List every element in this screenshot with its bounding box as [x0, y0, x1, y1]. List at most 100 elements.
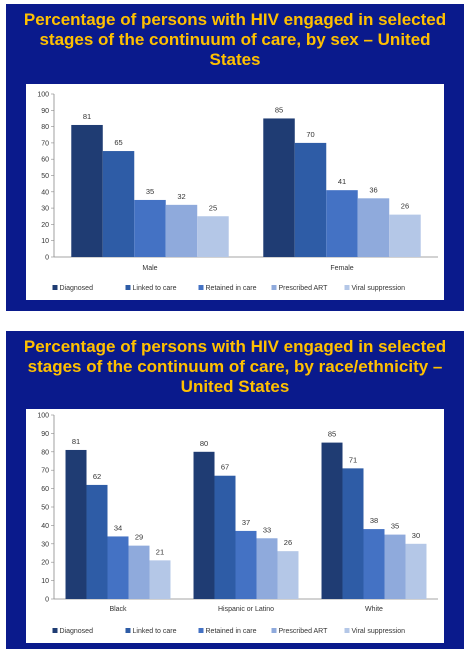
data-label: 34 [114, 523, 122, 532]
data-label: 38 [370, 516, 378, 525]
category-label-female: Female [330, 265, 353, 272]
bar-diagnosed-white [321, 442, 343, 599]
bar-prescribed-art-black [128, 545, 150, 599]
bar-diagnosed-male [71, 124, 103, 257]
y-tick-label: 10 [41, 238, 49, 245]
data-label: 33 [263, 525, 271, 534]
legend-label: Linked to care [133, 285, 177, 292]
data-label: 32 [177, 192, 185, 201]
legend-item-diagnosed: Diagnosed [52, 628, 94, 635]
category-label-hispanic-or-latino: Hispanic or Latino [218, 606, 274, 613]
y-tick-label: 40 [41, 189, 49, 196]
legend-item-linked-to-care: Linked to care [125, 285, 177, 292]
legend-label: Retained in care [206, 628, 257, 635]
bar-prescribed-art-white [384, 534, 406, 599]
bar-retained-in-care-white [363, 529, 385, 599]
legend-item-retained-in-care: Retained in care [198, 285, 257, 292]
data-label: 85 [275, 105, 283, 114]
bar-retained-in-care-hispanic-or-latino [235, 530, 257, 599]
data-label: 26 [284, 538, 292, 547]
bar-viral-suppression-female [389, 214, 421, 257]
slide-race-ethnicity: Percentage of persons with HIV engaged i… [6, 331, 464, 649]
category-label-white: White [365, 606, 383, 613]
bar-retained-in-care-male [134, 199, 166, 257]
data-label: 29 [135, 533, 143, 542]
data-label: 30 [412, 531, 420, 540]
slide-title: Percentage of persons with HIV engaged i… [23, 10, 447, 69]
bar-retained-in-care-female [326, 190, 358, 257]
bar-prescribed-art-female [357, 198, 390, 257]
legend-label: Viral suppression [352, 285, 406, 292]
y-tick-label: 60 [41, 486, 49, 493]
bar-linked-to-care-hispanic-or-latino [214, 475, 236, 599]
data-label: 65 [114, 138, 122, 147]
y-tick-label: 70 [41, 468, 49, 475]
legend-item-prescribed-art: Prescribed ART [271, 628, 329, 635]
y-tick-label: 50 [41, 505, 49, 512]
legend-swatch [125, 628, 131, 633]
legend-label: Diagnosed [60, 628, 94, 635]
bar-viral-suppression-hispanic-or-latino [277, 551, 299, 599]
y-tick-label: 30 [41, 541, 49, 548]
bar-prescribed-art-hispanic-or-latino [256, 538, 278, 599]
data-label: 37 [242, 518, 250, 527]
data-label: 25 [209, 203, 217, 212]
data-label: 85 [328, 430, 336, 439]
slide-sex: Percentage of persons with HIV engaged i… [6, 4, 464, 311]
y-tick-label: 90 [41, 108, 49, 115]
bar-retained-in-care-black [107, 536, 129, 599]
bar-viral-suppression-white [405, 543, 427, 599]
data-label: 21 [156, 547, 164, 556]
y-tick-label: 50 [41, 173, 49, 180]
data-label: 26 [401, 202, 409, 211]
legend-label: Linked to care [133, 628, 177, 635]
legend-item-linked-to-care: Linked to care [125, 628, 177, 635]
data-label: 62 [93, 472, 101, 481]
y-tick-label: 30 [41, 206, 49, 213]
bar-prescribed-art-male [165, 204, 198, 257]
y-tick-label: 20 [41, 222, 49, 229]
data-label: 80 [200, 439, 208, 448]
y-tick-label: 40 [41, 523, 49, 530]
data-label: 35 [146, 187, 154, 196]
data-label: 81 [83, 112, 91, 121]
bar-diagnosed-black [65, 449, 87, 599]
data-label: 81 [72, 437, 80, 446]
y-tick-label: 100 [37, 92, 49, 99]
legend-item-retained-in-care: Retained in care [198, 628, 257, 635]
legend-label: Prescribed ART [279, 285, 329, 292]
legend-swatch [198, 285, 204, 290]
y-tick-label: 0 [45, 597, 49, 604]
legend-swatch [271, 285, 277, 290]
y-tick-label: 20 [41, 560, 49, 567]
legend-swatch [271, 628, 277, 633]
y-tick-label: 80 [41, 124, 49, 131]
legend-label: Retained in care [206, 285, 257, 292]
legend-item-diagnosed: Diagnosed [52, 285, 94, 292]
bar-linked-to-care-black [86, 484, 108, 599]
legend-label: Viral suppression [352, 628, 406, 635]
category-label-male: Male [142, 265, 157, 272]
data-label: 71 [349, 455, 357, 464]
bar-linked-to-care-female [294, 142, 327, 257]
data-label: 41 [338, 177, 346, 186]
chart-by-sex: 0 10 20 30 40 50 60 70 80 90 100 81 65 35 32 25 Male 85 70… [26, 84, 444, 300]
data-label: 36 [369, 185, 377, 194]
legend-swatch [344, 628, 350, 633]
legend-swatch [52, 285, 58, 290]
legend-label: Prescribed ART [279, 628, 329, 635]
legend-swatch [344, 285, 350, 290]
y-tick-label: 80 [41, 449, 49, 456]
bar-diagnosed-hispanic-or-latino [193, 451, 215, 599]
slide-title: Percentage of persons with HIV engaged i… [23, 337, 447, 396]
data-label: 67 [221, 463, 229, 472]
y-tick-label: 0 [45, 255, 49, 262]
legend-label: Diagnosed [60, 285, 94, 292]
data-label: 70 [306, 130, 314, 139]
y-tick-label: 70 [41, 140, 49, 147]
bar-linked-to-care-white [342, 468, 364, 599]
bar-viral-suppression-male [197, 216, 229, 257]
legend-swatch [52, 628, 58, 633]
category-label-black: Black [109, 606, 127, 613]
chart-by-race-ethnicity: 0 10 20 30 40 50 60 70 80 90 100 81 62 34 29 21 Black 80 6… [26, 409, 444, 643]
